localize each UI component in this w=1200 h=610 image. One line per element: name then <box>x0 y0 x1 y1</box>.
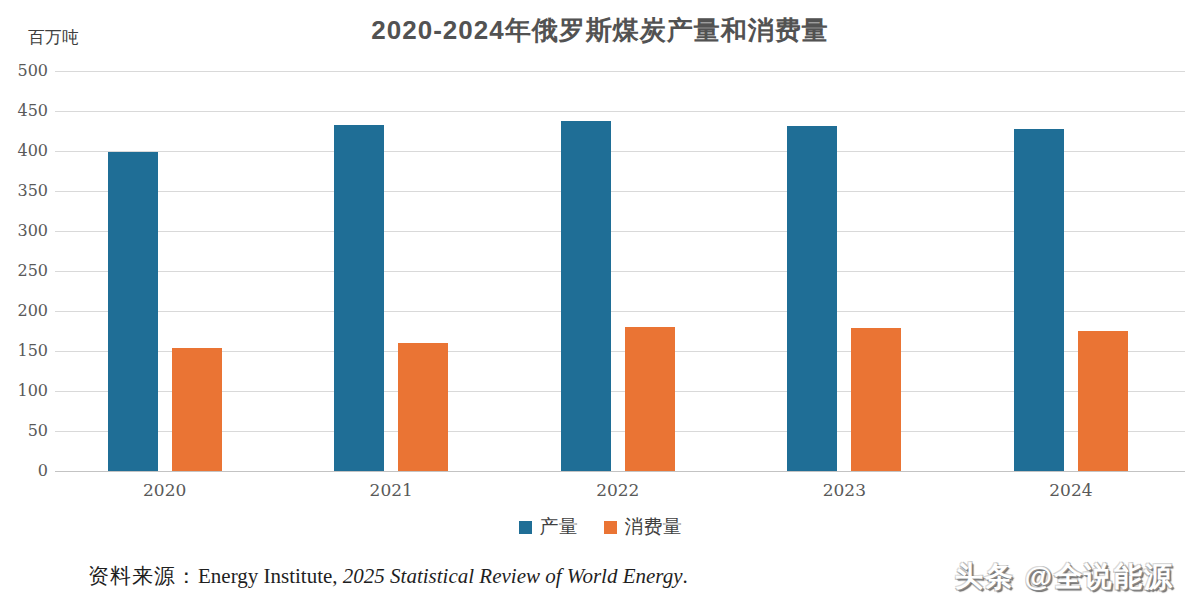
x-tick-label-2021: 2021 <box>334 480 448 500</box>
bar-产量-2021 <box>334 125 384 471</box>
bar-消费量-2021 <box>398 343 448 471</box>
bar-group-2024: 2024 <box>1014 71 1128 471</box>
y-tick-label-0: 0 <box>8 461 48 480</box>
bar-消费量-2024 <box>1078 331 1128 471</box>
gridline-y-0 <box>55 471 1185 472</box>
x-tick-label-2023: 2023 <box>787 480 901 500</box>
y-tick-label-500: 500 <box>8 61 48 80</box>
plot-area: 2020 2021 2022 2023 2024 <box>55 71 1185 471</box>
legend-label: 产量 <box>540 514 578 540</box>
bar-group-2023: 2023 <box>787 71 901 471</box>
source-prefix: 资料来源： <box>88 564 198 588</box>
bar-消费量-2023 <box>851 328 901 471</box>
bar-消费量-2020 <box>172 348 222 471</box>
watermark: 头条 @全说能源 <box>955 558 1174 596</box>
y-tick-label-300: 300 <box>8 221 48 240</box>
y-tick-label-100: 100 <box>8 381 48 400</box>
y-tick-label-150: 150 <box>8 341 48 360</box>
bar-group-2022: 2022 <box>561 71 675 471</box>
bar-产量-2020 <box>108 152 158 471</box>
source-line: 资料来源：Energy Institute, 2025 Statistical … <box>88 562 688 590</box>
y-tick-label-400: 400 <box>8 141 48 160</box>
chart-title: 2020-2024年俄罗斯煤炭产量和消费量 <box>0 13 1200 48</box>
source-report-title: 2025 Statistical Review of World Energy <box>343 564 683 588</box>
bar-产量-2023 <box>787 126 837 471</box>
y-tick-label-450: 450 <box>8 101 48 120</box>
bar-产量-2022 <box>561 121 611 471</box>
y-tick-label-250: 250 <box>8 261 48 280</box>
source-publisher: Energy Institute, <box>198 564 343 588</box>
source-suffix: . <box>683 564 688 588</box>
y-axis-unit-label: 百万吨 <box>28 26 79 49</box>
legend-swatch-icon <box>604 521 617 534</box>
legend-swatch-icon <box>519 521 532 534</box>
y-tick-label-200: 200 <box>8 301 48 320</box>
bar-消费量-2022 <box>625 327 675 471</box>
legend-item-产量: 产量 <box>519 514 578 540</box>
legend-item-消费量: 消费量 <box>604 514 682 540</box>
legend-label: 消费量 <box>625 514 682 540</box>
x-tick-label-2020: 2020 <box>108 480 222 500</box>
x-tick-label-2022: 2022 <box>561 480 675 500</box>
legend: 产量 消费量 <box>0 514 1200 540</box>
y-tick-label-50: 50 <box>8 421 48 440</box>
bar-group-2020: 2020 <box>108 71 222 471</box>
bar-产量-2024 <box>1014 129 1064 471</box>
y-tick-label-350: 350 <box>8 181 48 200</box>
bar-group-2021: 2021 <box>334 71 448 471</box>
x-tick-label-2024: 2024 <box>1014 480 1128 500</box>
